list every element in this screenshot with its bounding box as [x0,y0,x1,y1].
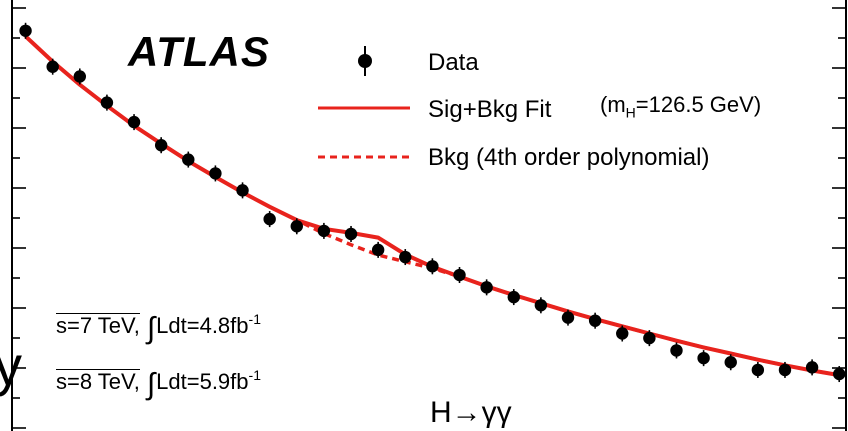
data-point [154,139,168,152]
data-point [453,268,466,282]
legend-label-bkg: Bkg (4th order polynomial) [428,144,710,171]
data-point [507,290,520,304]
data-point [236,184,249,197]
data-point [805,361,819,374]
data-point [588,314,602,327]
lumi-7tev: Ldt=4.8fb [156,313,249,338]
data-point [670,344,683,357]
data-point [561,311,575,324]
data-point [19,24,32,37]
data-point [833,367,846,381]
lumi-7tev-exponent: -1 [248,311,261,327]
lumi-8tev-exponent: -1 [248,367,261,383]
legend-label-fit: Sig+Bkg Fit [428,96,552,123]
data-point [263,212,276,226]
data-point [182,153,195,166]
mass-suffix: =126.5 GeV) [635,92,762,117]
lumi-8tev: Ldt=5.9fb [156,369,249,394]
energy-8tev: s=8 TeV, [56,369,140,394]
data-point [724,356,737,369]
data-point [697,351,710,365]
data-point [73,70,87,83]
data-point [534,299,548,312]
axis-ticks [12,7,846,429]
data-point [344,227,358,241]
energy-7tev: s=7 TeV, [56,313,140,338]
data-point [399,250,412,264]
data-point [643,331,656,345]
mass-prefix: (m [600,92,626,117]
lumi-label-8tev: s=8 TeV, ∫Ldt=5.9fb-1 [56,367,261,402]
data-point [616,327,629,340]
data-point [480,281,493,294]
data-point [778,363,792,377]
experiment-label: ATLAS [128,28,270,75]
data-point [46,60,59,73]
legend-label-data: Data [428,49,479,76]
legend-annotation-mass: (mH=126.5 GeV) [600,92,761,120]
data-point [290,220,303,233]
data-points [19,22,846,383]
data-point [209,167,222,180]
mass-subscript: H [625,104,636,121]
legend-markers [318,46,410,159]
data-point [317,224,331,238]
lumi-label-7tev: s=7 TeV, ∫Ldt=4.8fb-1 [56,311,261,346]
process-label: H→γγ [430,396,512,429]
integral-symbol: ∫ [146,368,156,401]
integral-symbol: ∫ [146,312,156,345]
legend-marker-data [358,54,372,68]
data-point [371,243,385,257]
axis-label-fragment: y [0,334,22,397]
data-point [426,260,439,273]
data-point [751,363,765,377]
plot-frame [11,0,847,431]
data-point [100,96,114,109]
data-point [127,115,141,129]
